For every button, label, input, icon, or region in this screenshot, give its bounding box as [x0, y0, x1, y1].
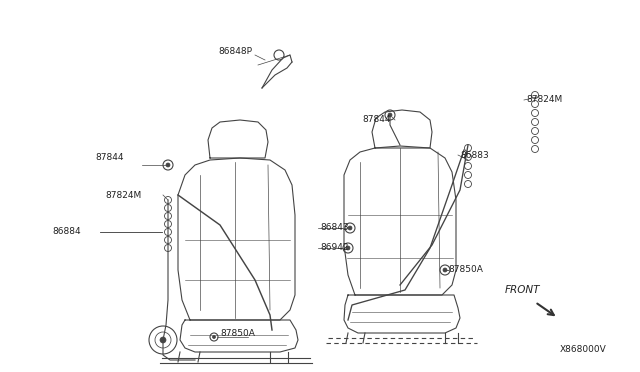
Text: 86942: 86942 — [320, 244, 349, 253]
Circle shape — [388, 113, 392, 117]
Circle shape — [160, 337, 166, 343]
Text: 87824M: 87824M — [105, 190, 141, 199]
Text: 87824M: 87824M — [526, 96, 563, 105]
Circle shape — [348, 226, 352, 230]
Circle shape — [443, 268, 447, 272]
Text: 86884: 86884 — [52, 228, 81, 237]
Text: 86843: 86843 — [320, 224, 349, 232]
Circle shape — [166, 163, 170, 167]
Text: 86848P: 86848P — [218, 48, 252, 57]
Text: 87844: 87844 — [95, 153, 124, 161]
Text: FRONT: FRONT — [505, 285, 541, 295]
Text: 87844: 87844 — [362, 115, 390, 125]
Circle shape — [346, 246, 350, 250]
Text: 87850A: 87850A — [448, 266, 483, 275]
Text: X868000V: X868000V — [560, 346, 607, 355]
Text: 86883: 86883 — [460, 151, 489, 160]
Text: 87850A: 87850A — [220, 328, 255, 337]
Circle shape — [212, 336, 216, 339]
